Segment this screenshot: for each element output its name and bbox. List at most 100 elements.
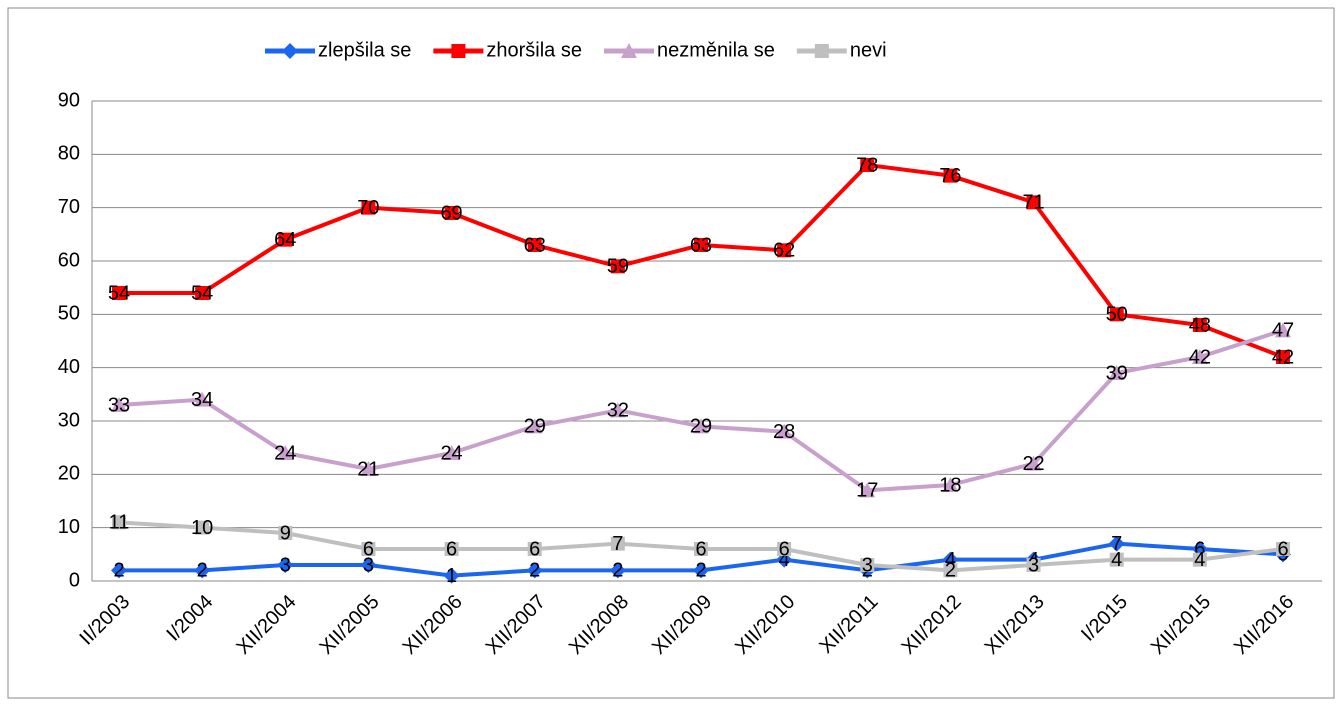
data-label: 54 [191,282,213,304]
marker [112,515,126,530]
marker [776,423,793,439]
data-label: 6 [529,538,540,560]
marker [777,243,792,258]
marker [443,445,460,460]
data-label: 28 [773,421,795,443]
marker [277,445,294,460]
marker [1276,542,1290,556]
marker [282,43,298,59]
marker [610,536,625,551]
marker [694,542,708,556]
data-label: 7 [1111,533,1122,555]
marker [111,397,127,412]
legend-label: zlepšila se [318,39,411,61]
data-label: 2 [197,560,208,582]
marker [1025,455,1042,471]
data-label: 7 [612,533,623,555]
data-label: 6 [446,538,457,560]
marker [1026,195,1041,210]
data-label: 4 [945,549,956,571]
y-tick-label: 80 [58,143,80,165]
marker [859,482,876,498]
marker [195,286,210,300]
data-label: 64 [274,229,296,251]
marker [1192,552,1207,567]
marker [1026,558,1041,572]
marker [1109,552,1124,567]
marker [195,520,210,535]
legend: zlepšila se zhoršila se nezměnila se nevi [265,39,887,61]
marker [943,168,958,183]
data-label: 71 [1022,192,1044,214]
data-label: 11 [109,512,130,534]
data-label: 10 [191,517,213,539]
data-label: 2 [113,560,124,582]
marker [111,562,127,579]
y-tick-label: 60 [58,249,80,271]
data-label: 2 [612,560,623,582]
data-label: 47 [1272,320,1294,342]
data-label: 48 [1189,314,1211,336]
data-label: 22 [1022,453,1044,475]
y-tick-label: 20 [58,463,80,485]
data-label: 70 [357,197,379,219]
marker [361,542,376,556]
marker [194,391,211,407]
data-label: 9 [280,522,291,544]
marker [360,557,377,573]
marker [609,402,626,418]
data-label: 76 [939,165,961,187]
data-label: 32 [607,400,629,422]
y-tick-label: 70 [58,196,80,218]
data-label: 4 [1194,549,1205,571]
marker [527,542,542,556]
data-label: 69 [440,202,462,224]
data-label: 3 [1028,554,1039,576]
y-tick-label: 90 [58,89,80,111]
data-label: 62 [773,240,795,262]
y-tick-label: 30 [58,409,80,431]
data-label: 42 [1189,346,1211,368]
data-label: 4 [1111,549,1122,571]
y-tick-label: 10 [58,516,80,538]
y-tick-label: 50 [58,303,80,325]
data-label: 39 [1106,362,1128,384]
legend-label: zhoršila se [486,39,582,61]
data-label: 2 [945,560,956,582]
data-label: 63 [690,234,712,256]
marker [443,567,460,584]
marker [942,477,959,492]
marker [361,200,376,215]
marker [1192,318,1207,332]
marker [277,557,294,573]
marker [860,158,875,172]
marker [1108,535,1125,552]
data-label: 54 [108,282,130,304]
chart-frame [7,7,1335,699]
marker [621,43,637,58]
marker [278,526,293,540]
marker [451,44,466,58]
marker [1108,365,1125,380]
data-label: 50 [1106,304,1128,326]
data-label: 4 [779,549,790,571]
marker [1275,322,1291,338]
legend-label: nevi [850,39,887,61]
marker [860,558,875,572]
data-label: 29 [524,416,546,438]
data-label: 6 [363,538,374,560]
marker [444,542,459,556]
data-label: 2 [695,560,706,582]
data-label: 3 [280,554,291,576]
marker [527,238,542,252]
data-label: 1 [446,565,457,587]
y-tick-label: 0 [69,569,80,591]
marker [1109,307,1124,322]
data-label: 6 [695,538,706,560]
data-label: 6 [779,538,790,560]
data-label: 59 [607,256,629,278]
data-label: 29 [690,416,712,438]
data-label: 3 [862,554,873,576]
data-label: 78 [856,154,878,176]
